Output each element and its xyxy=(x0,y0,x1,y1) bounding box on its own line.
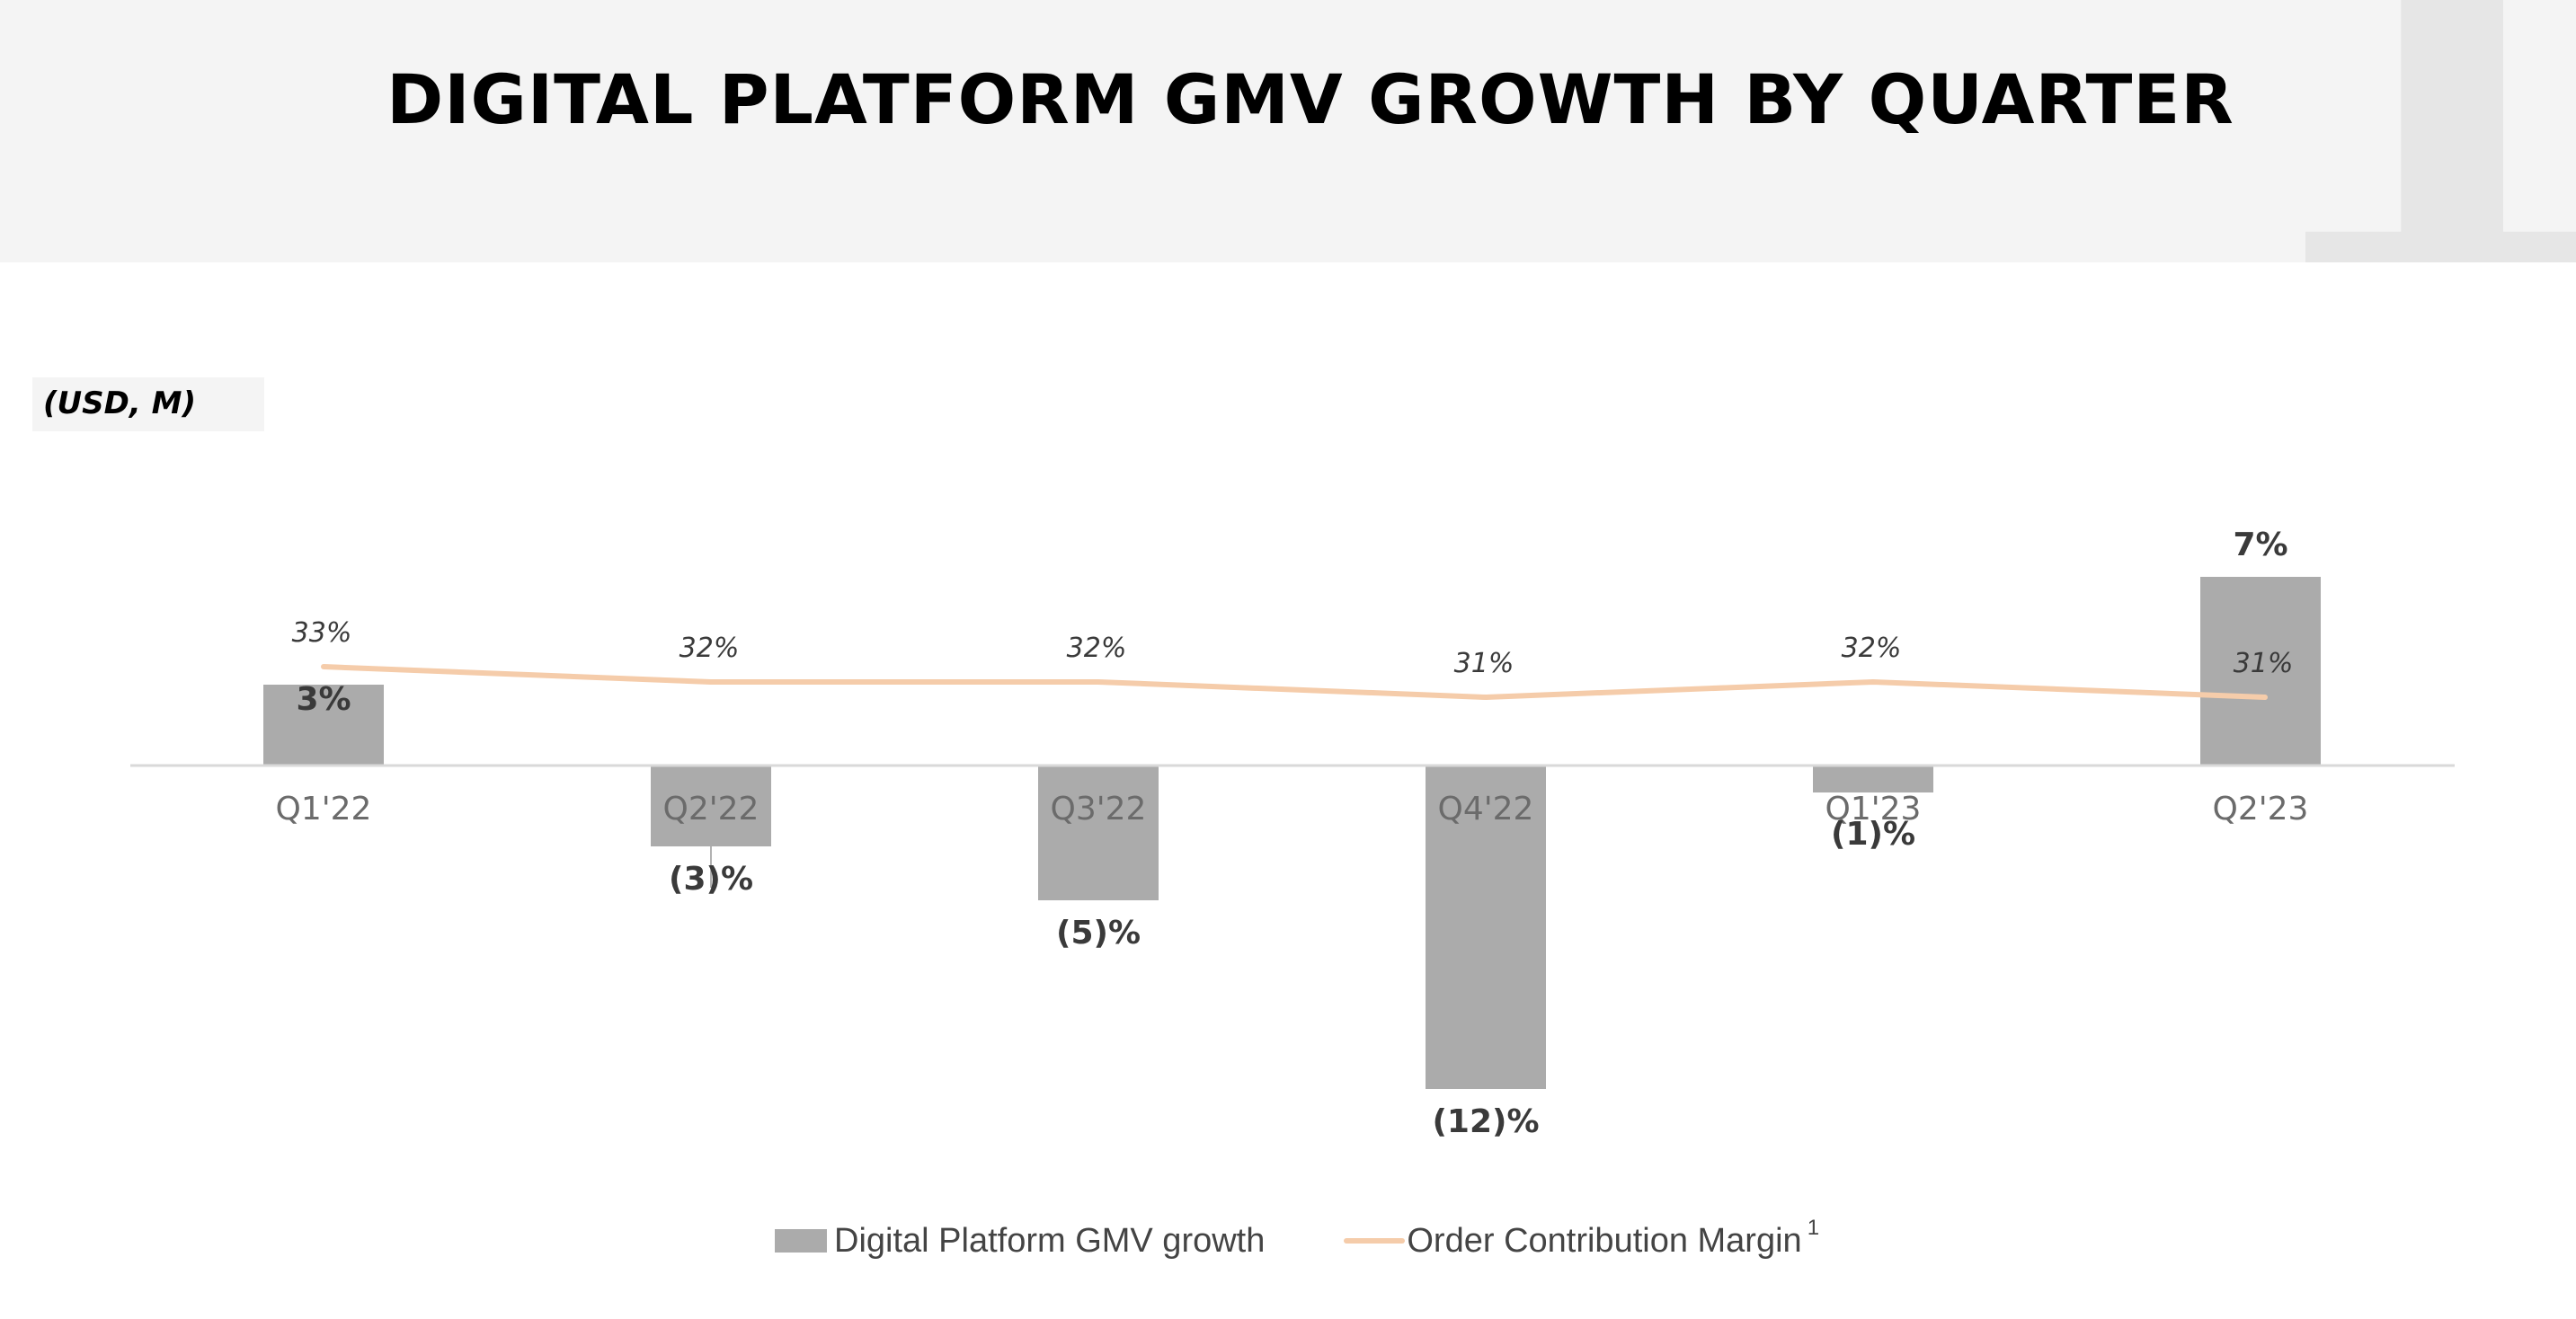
page-title: DIGITAL PLATFORM GMV GROWTH BY QUARTER xyxy=(386,59,2234,139)
line-data-label-3: 32% xyxy=(1067,633,1127,664)
legend-line-swatch xyxy=(1344,1238,1406,1244)
bar-1 xyxy=(263,685,384,766)
line-data-label-6: 31% xyxy=(2234,648,2294,679)
bar-6 xyxy=(2200,577,2321,766)
bar-data-label-4: (12)% xyxy=(1432,1103,1539,1140)
bar-data-label-5: (1)% xyxy=(1831,816,1915,853)
line-data-label-1: 33% xyxy=(292,617,352,649)
line-data-label-2: 32% xyxy=(680,633,740,664)
x-tick-label-2: Q2'22 xyxy=(663,791,759,828)
bar-4 xyxy=(1426,766,1546,1089)
bar-data-label-2: (3)% xyxy=(669,861,753,898)
margin-line xyxy=(321,664,2268,700)
header-band: 14 xyxy=(0,0,2576,262)
unit-label: (USD, M) xyxy=(43,385,196,421)
x-tick-label-6: Q2'23 xyxy=(2213,791,2309,828)
bar-2 xyxy=(651,766,771,846)
line-data-label-4: 31% xyxy=(1454,648,1515,679)
bar-data-label-1: 3% xyxy=(296,681,351,718)
legend-line-label: Order Contribution Margin xyxy=(1407,1221,1802,1260)
bar-3 xyxy=(1038,766,1159,900)
bar-data-label-6: 7% xyxy=(2233,527,2287,563)
bar-5 xyxy=(1813,766,1933,792)
legend-bar-label: Digital Platform GMV growth xyxy=(834,1221,1266,1260)
page-number-watermark: 14 xyxy=(2238,0,2576,262)
x-tick-label-4: Q4'22 xyxy=(1438,791,1534,828)
legend-item-bars: Digital Platform GMV growth xyxy=(775,1222,1265,1261)
x-tick-label-3: Q3'22 xyxy=(1051,791,1147,828)
legend-line-footnote: 1 xyxy=(1807,1216,1820,1240)
x-tick-label-5: Q1'23 xyxy=(1825,791,1922,828)
bar-data-label-3: (5)% xyxy=(1056,915,1141,952)
chart-legend: Digital Platform GMV growth Order Contri… xyxy=(775,1216,1819,1265)
x-tick-label-1: Q1'22 xyxy=(276,791,372,828)
legend-item-line: Order Contribution Margin 1 xyxy=(1344,1216,1819,1261)
unit-label-box xyxy=(32,377,264,431)
line-data-label-5: 32% xyxy=(1842,633,1902,664)
legend-bar-swatch xyxy=(775,1229,827,1253)
